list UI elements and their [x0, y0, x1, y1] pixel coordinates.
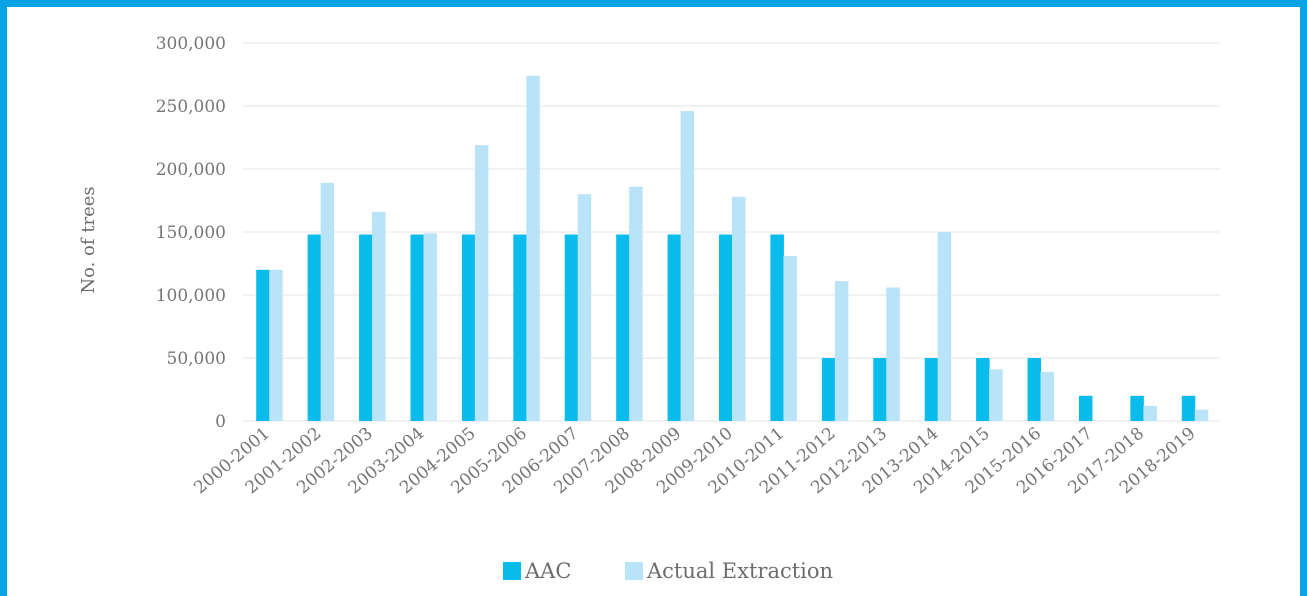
bar-aac-2012-2013 — [873, 358, 887, 421]
bar-aac-2014-2015 — [976, 358, 990, 421]
bar-aac-2007-2008 — [616, 234, 630, 421]
y-tick-label: 0 — [215, 412, 226, 432]
y-tick-label: 100,000 — [156, 286, 226, 306]
bar-actual-extraction-2002-2003 — [372, 211, 386, 421]
bar-actual-extraction-2015-2016 — [1040, 371, 1055, 421]
x-axis-ticks: 2000-20012001-20022002-20032003-20042004… — [190, 424, 1199, 499]
bar-actual-extraction-2017-2018 — [1143, 405, 1157, 421]
bar-aac-2016-2017 — [1078, 395, 1093, 421]
bar-aac-2010-2011 — [770, 234, 784, 421]
bar-aac-2009-2010 — [719, 234, 733, 421]
bar-actual-extraction-2009-2010 — [732, 196, 746, 421]
legend-label-aac: AAC — [524, 559, 571, 583]
y-tick-label: 150,000 — [156, 223, 226, 243]
bar-actual-extraction-2008-2009 — [680, 111, 695, 421]
bar-actual-extraction-2004-2005 — [474, 145, 489, 421]
bar-aac-2013-2014 — [924, 358, 939, 421]
bars — [256, 75, 1209, 421]
bar-actual-extraction-2000-2001 — [269, 269, 283, 421]
bar-aac-2015-2016 — [1027, 358, 1042, 421]
bar-actual-extraction-2018-2019 — [1194, 409, 1209, 421]
y-tick-label: 250,000 — [156, 97, 226, 117]
bar-aac-2002-2003 — [359, 234, 373, 421]
bar-aac-2018-2019 — [1181, 395, 1196, 421]
bar-actual-extraction-2003-2004 — [423, 233, 437, 421]
bar-actual-extraction-2006-2007 — [577, 194, 592, 421]
legend-swatch-actual-extraction — [625, 562, 643, 580]
legend-swatch-aac — [503, 562, 521, 580]
bar-aac-2017-2018 — [1130, 395, 1144, 421]
bar-aac-2006-2007 — [564, 234, 579, 421]
y-axis-ticks: 0 50,000 100,000 150,000 200,000 250,000 300,0… — [156, 34, 226, 432]
bar-aac-2003-2004 — [410, 234, 424, 421]
chart-frame: 0 50,000 100,000 150,000 200,000 250,000 300,0… — [7, 7, 1300, 596]
bar-actual-extraction-2012-2013 — [886, 287, 900, 421]
bar-aac-2008-2009 — [667, 234, 682, 421]
y-tick-label: 300,000 — [156, 34, 226, 54]
bar-actual-extraction-2005-2006 — [526, 75, 540, 421]
bar-actual-extraction-2010-2011 — [783, 255, 797, 421]
bar-actual-extraction-2013-2014 — [937, 232, 952, 421]
legend: AAC Actual Extraction — [503, 559, 833, 583]
bar-aac-2004-2005 — [461, 234, 476, 421]
y-tick-label: 50,000 — [167, 349, 226, 369]
bar-aac-2005-2006 — [513, 234, 527, 421]
bar-aac-2001-2002 — [307, 234, 322, 421]
bar-chart: 0 50,000 100,000 150,000 200,000 250,000 300,0… — [78, 34, 1220, 583]
y-axis-label: No. of trees — [78, 186, 99, 293]
bar-actual-extraction-2011-2012 — [834, 281, 849, 421]
bar-actual-extraction-2007-2008 — [629, 186, 643, 421]
bar-actual-extraction-2014-2015 — [989, 369, 1003, 421]
y-tick-label: 200,000 — [156, 160, 226, 180]
bar-aac-2011-2012 — [821, 358, 836, 421]
bar-aac-2000-2001 — [256, 269, 270, 421]
bar-actual-extraction-2001-2002 — [320, 182, 335, 421]
legend-label-actual-extraction: Actual Extraction — [646, 559, 833, 583]
